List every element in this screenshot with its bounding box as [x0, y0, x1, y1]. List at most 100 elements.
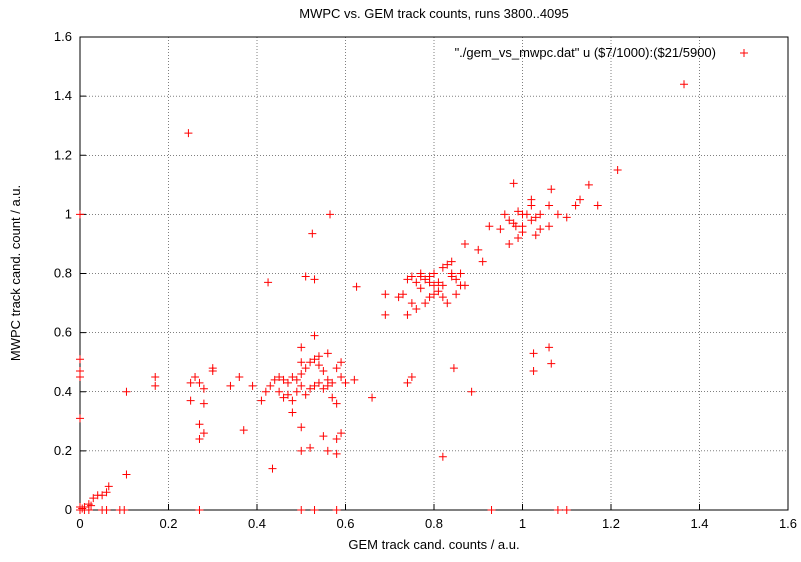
point [341, 378, 350, 387]
point [297, 506, 306, 514]
point [104, 482, 113, 491]
x-tick-label: 1.6 [779, 516, 797, 531]
point [438, 293, 447, 302]
point [425, 278, 434, 287]
point [438, 263, 447, 272]
point [332, 364, 341, 373]
point [447, 257, 456, 266]
point [319, 432, 328, 441]
point [452, 275, 461, 284]
point [239, 426, 248, 435]
point [509, 179, 518, 188]
point [680, 80, 689, 89]
point [449, 364, 458, 373]
point [323, 381, 332, 390]
point [416, 284, 425, 293]
point [310, 331, 319, 340]
y-tick-label: 0.6 [54, 325, 72, 340]
point [297, 358, 306, 367]
point [297, 370, 306, 379]
point [288, 396, 297, 405]
point [283, 378, 292, 387]
point [430, 269, 438, 278]
point [403, 378, 412, 387]
point [529, 349, 538, 358]
point [248, 381, 257, 390]
point [443, 260, 452, 269]
point [531, 213, 540, 222]
point [264, 278, 273, 287]
point [576, 195, 585, 204]
point [297, 423, 306, 432]
point [151, 372, 160, 381]
point [527, 201, 536, 210]
point [412, 278, 421, 287]
point [98, 491, 107, 500]
point [394, 293, 403, 302]
point [195, 506, 204, 514]
point [421, 299, 430, 308]
point [297, 381, 306, 390]
point [314, 352, 323, 361]
point [319, 384, 328, 393]
point [438, 281, 447, 290]
plot-border [79, 36, 789, 511]
point [279, 375, 288, 384]
y-tick-label: 0.4 [54, 384, 72, 399]
point [306, 384, 315, 393]
point [496, 225, 505, 234]
point [195, 378, 204, 387]
point [434, 287, 443, 296]
point [536, 210, 545, 219]
point [407, 272, 416, 281]
point [186, 378, 195, 387]
point [122, 470, 131, 479]
point [547, 359, 556, 368]
point [529, 367, 538, 376]
point [288, 408, 297, 417]
point [514, 207, 523, 216]
point [332, 435, 341, 444]
point [571, 201, 580, 210]
point [297, 343, 306, 352]
point [310, 381, 319, 390]
point [500, 210, 509, 219]
point [297, 446, 306, 455]
point [120, 506, 129, 514]
point [531, 231, 540, 240]
point [368, 393, 377, 402]
y-tick-label: 0.2 [54, 443, 72, 458]
point [292, 387, 301, 396]
point [328, 393, 337, 402]
point [460, 281, 469, 290]
x-axis-label: GEM track cand. counts / a.u. [348, 537, 519, 552]
point [584, 180, 593, 189]
point [536, 225, 545, 234]
legend-marker [740, 49, 748, 57]
point [76, 210, 84, 219]
point [478, 257, 487, 266]
point [553, 506, 562, 514]
point [328, 378, 337, 387]
point [412, 304, 421, 313]
point [268, 464, 277, 473]
point [279, 393, 288, 402]
point [487, 506, 496, 514]
point [310, 355, 319, 364]
point [518, 210, 527, 219]
point [562, 506, 571, 514]
point [381, 310, 390, 319]
y-tick-label: 1.2 [54, 147, 72, 162]
point [306, 443, 315, 452]
point [416, 272, 425, 281]
y-tick-label: 1 [65, 206, 72, 221]
point [430, 290, 438, 299]
point [434, 278, 443, 287]
point [511, 222, 520, 231]
point [518, 228, 527, 237]
y-axis-label: MWPC track cand. count / a.u. [8, 185, 23, 361]
y-tick-label: 0 [65, 502, 72, 517]
point [467, 387, 476, 396]
point [89, 494, 98, 503]
point [292, 375, 301, 384]
